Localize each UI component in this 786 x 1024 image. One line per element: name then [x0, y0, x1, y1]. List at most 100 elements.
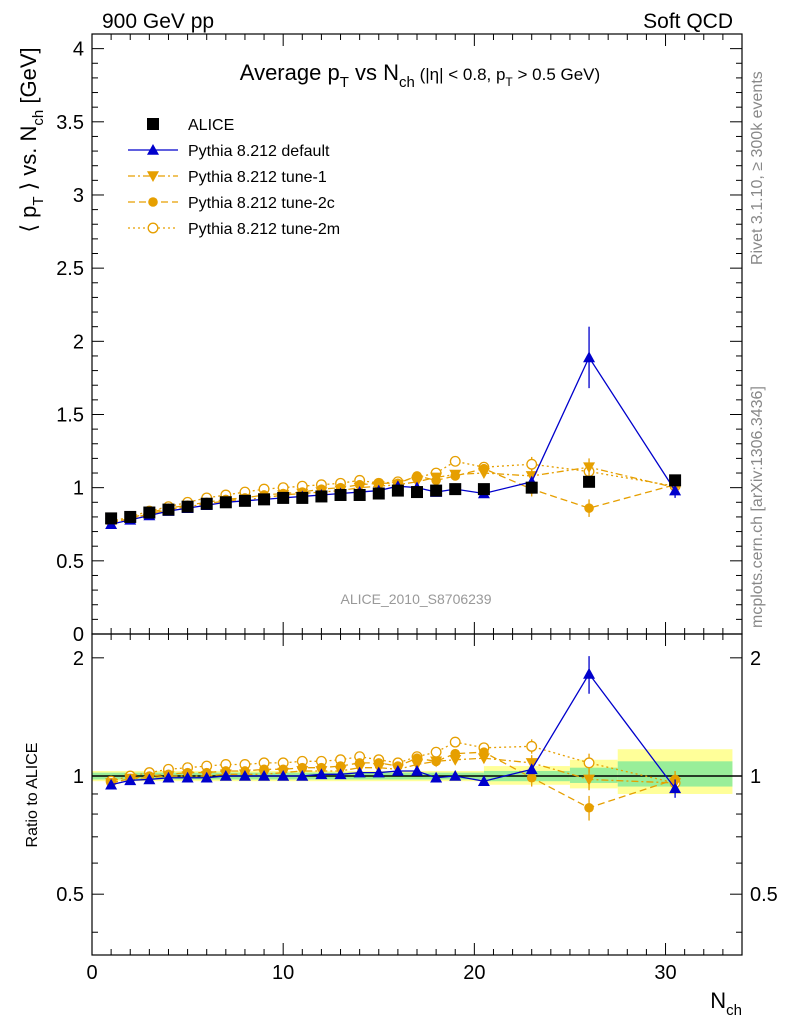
series-pythia-8-212-default: [105, 656, 682, 798]
legend-entry: Pythia 8.212 tune-2m: [128, 221, 340, 238]
data-point-triangle-up: [219, 770, 232, 781]
x-tick-label: 30: [654, 962, 676, 984]
data-point-square: [372, 487, 385, 500]
data-point-triangle-up: [105, 778, 118, 790]
y-tick-label: 0: [73, 624, 84, 646]
data-point-triangle-down: [147, 171, 159, 182]
data-point-triangle-up: [147, 144, 159, 155]
data-point-square: [147, 118, 159, 130]
data-point-square: [334, 488, 347, 501]
data-point-triangle-up: [181, 771, 194, 783]
y-tick-label: 2: [73, 648, 84, 670]
data-point-triangle-up: [411, 764, 423, 776]
y-tick-label: 4: [73, 39, 84, 61]
legend-label: Pythia 8.212 tune-2c: [188, 195, 335, 212]
analysis-watermark: ALICE_2010_S8706239: [340, 591, 491, 607]
data-point-square: [391, 484, 404, 497]
header-right: Soft QCD: [643, 10, 733, 33]
x-axis-label: Nch: [710, 988, 742, 1019]
data-point-square: [477, 483, 490, 496]
data-point-triangle-down: [477, 468, 490, 480]
data-point-triangle-up: [277, 770, 290, 781]
data-point-triangle-up: [143, 773, 156, 785]
data-point-triangle-up: [238, 770, 251, 781]
ratio-plot: 0.5 0.51 12 20 10 20 30: [56, 633, 778, 984]
data-point-triangle-up: [162, 771, 175, 783]
y-tick-label: 0.5: [56, 551, 84, 573]
data-point-circle-open: [147, 222, 159, 234]
data-point-square: [258, 493, 271, 506]
y-tick-label-right: 1: [750, 766, 761, 788]
y-tick-label-right: 0.5: [750, 884, 778, 906]
data-point-circle-open: [449, 736, 461, 748]
data-point-circle: [148, 197, 158, 207]
legend-entry: Pythia 8.212 tune-2c: [128, 195, 335, 212]
y-tick-label: 0.5: [56, 884, 84, 906]
data-point-square: [430, 484, 443, 497]
data-point-square: [411, 486, 423, 499]
data-point-circle-open: [526, 740, 538, 752]
data-point-triangle-down: [430, 756, 443, 768]
data-point-square: [583, 475, 596, 488]
data-point-square: [219, 496, 232, 509]
data-point-triangle-up: [669, 782, 682, 794]
y-tick-label: 2.5: [56, 258, 84, 280]
data-point-triangle-up: [353, 766, 366, 778]
data-point-triangle-up: [334, 768, 347, 780]
data-point-circle-open: [526, 458, 538, 470]
data-point-circle-open: [430, 746, 442, 758]
data-point-square: [162, 503, 175, 516]
data-point-circle-open: [449, 455, 461, 467]
data-point-circle-open: [583, 757, 595, 769]
data-point-triangle-up: [669, 484, 682, 496]
legend-label: Pythia 8.212 default: [188, 143, 330, 160]
header-left: 900 GeV pp: [102, 10, 214, 33]
data-point-triangle-up: [583, 667, 596, 679]
data-point-square: [105, 512, 118, 525]
y-tick-label: 3.5: [56, 112, 84, 134]
x-tick-label: 10: [272, 962, 294, 984]
data-point-triangle-up: [124, 774, 137, 786]
data-point-triangle-up: [315, 768, 328, 780]
y-tick-label: 1: [73, 766, 84, 788]
data-point-triangle-up: [583, 351, 596, 363]
x-tick-label: 20: [463, 962, 485, 984]
data-point-triangle-down: [583, 774, 596, 786]
data-point-square: [238, 494, 251, 507]
rivet-version-text: Rivet 3.1.10, ≥ 300k events: [749, 71, 766, 265]
legend-entry: Pythia 8.212 tune-1: [128, 169, 327, 186]
data-point-circle: [584, 503, 594, 513]
y-tick-label: 1.5: [56, 404, 84, 426]
x-tick-label: 0: [86, 962, 97, 984]
data-point-square: [525, 481, 538, 494]
series-line: [110, 356, 676, 525]
legend-entry: Pythia 8.212 default: [128, 143, 330, 160]
main-plot: 0 0.5 1 1.5 2 2.5 3 3.5 4: [56, 33, 743, 646]
data-point-triangle-up: [525, 763, 538, 775]
data-point-triangle-up: [296, 770, 309, 781]
data-point-square: [353, 488, 366, 501]
data-point-square: [277, 491, 290, 504]
legend-label: Pythia 8.212 tune-2m: [188, 221, 340, 238]
data-point-triangle-down: [430, 472, 443, 484]
data-point-triangle-up: [430, 771, 443, 783]
y-tick-label: 2: [73, 331, 84, 353]
data-point-square: [669, 474, 682, 487]
data-point-triangle-up: [391, 764, 404, 776]
y-axis-label-main: ⟨ pT ⟩ vs. Nch [GeV]: [16, 47, 47, 232]
data-point-triangle-up: [200, 771, 213, 783]
data-point-triangle-up: [372, 766, 385, 778]
data-point-square: [143, 506, 156, 519]
ratio-plot-frame: [91, 633, 743, 956]
data-point-square: [449, 483, 462, 496]
legend-label: ALICE: [188, 117, 234, 134]
y-tick-label-right: 2: [750, 648, 761, 670]
data-point-triangle-up: [477, 775, 490, 787]
data-point-square: [124, 510, 137, 523]
data-point-square: [315, 490, 328, 503]
plot-title: Average pT vs Nch (|η| < 0.8, pT > 0.5 G…: [240, 60, 600, 91]
legend-label: Pythia 8.212 tune-1: [188, 169, 327, 186]
data-point-triangle-up: [449, 770, 462, 781]
y-tick-label: 3: [73, 185, 84, 207]
